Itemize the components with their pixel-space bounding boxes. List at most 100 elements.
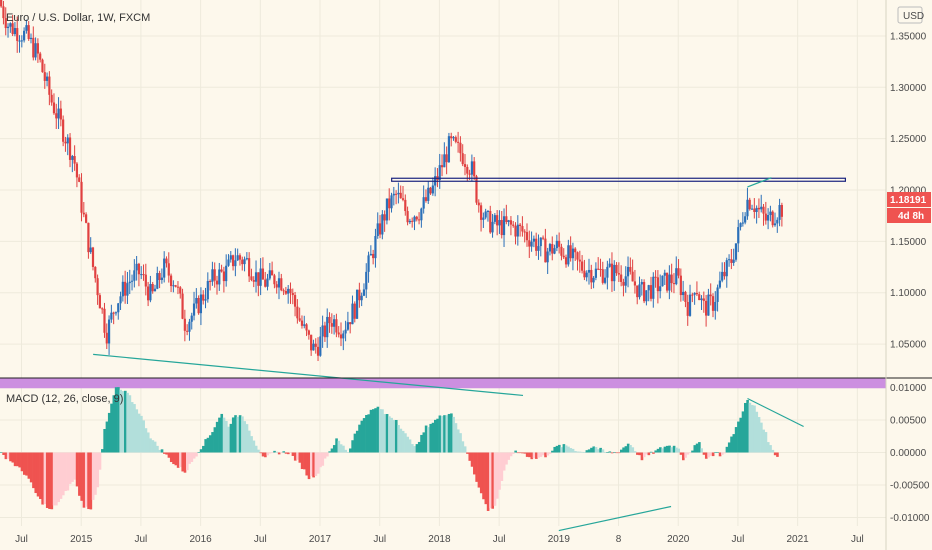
candle-down xyxy=(50,94,53,103)
currency-badge[interactable]: USD xyxy=(897,6,924,24)
macd-bar-positive xyxy=(211,432,214,453)
time-tick-label: Jul xyxy=(15,534,28,545)
macd-bar-positive xyxy=(234,415,237,453)
macd-bar-negative xyxy=(296,452,299,460)
candle-down xyxy=(748,199,751,210)
macd-bar-negative xyxy=(98,452,102,470)
candle-down xyxy=(78,177,81,182)
macd-bar-positive xyxy=(743,402,747,453)
candle-up xyxy=(367,255,370,272)
candle-down xyxy=(169,275,173,287)
macd-bar-positive xyxy=(158,449,162,453)
candle-up xyxy=(71,156,74,160)
macd-bar-positive xyxy=(135,409,139,453)
candle-up xyxy=(199,294,203,314)
candle-up xyxy=(66,137,69,144)
macd-bar-positive xyxy=(114,387,118,453)
candle-down xyxy=(271,270,274,276)
candle-up xyxy=(427,187,430,201)
candle-up xyxy=(532,238,535,242)
macd-bar-negative xyxy=(289,452,292,454)
candle-down xyxy=(186,330,189,332)
candle-up xyxy=(236,255,239,261)
macd-bar-negative xyxy=(41,452,44,505)
macd-trend-line-up xyxy=(558,505,672,532)
macd-bar-negative xyxy=(491,452,495,509)
candle-down xyxy=(512,224,515,226)
candle-down xyxy=(179,287,182,294)
candle-down xyxy=(705,300,708,316)
candle-down xyxy=(574,248,577,253)
candle-up xyxy=(734,243,738,260)
candle-down xyxy=(477,202,480,206)
macd-bar-positive xyxy=(551,450,554,453)
macd-bar-negative xyxy=(59,452,63,499)
candle-down xyxy=(158,273,161,281)
candle-down xyxy=(98,295,101,309)
macd-bar-positive xyxy=(578,451,582,453)
time-tick-label: Jul xyxy=(135,534,148,545)
candle-down xyxy=(275,284,278,288)
candle-down xyxy=(273,275,276,285)
macd-bar-negative xyxy=(57,452,61,503)
macd-bar-positive xyxy=(383,414,387,453)
candle-up xyxy=(9,23,12,27)
candles xyxy=(0,0,783,362)
macd-bar-positive xyxy=(275,451,279,453)
candle-up xyxy=(603,277,607,283)
macd-bar-positive xyxy=(716,452,720,453)
macd-bar-positive xyxy=(252,440,256,453)
candle-down xyxy=(62,119,65,142)
candle-down xyxy=(202,294,205,301)
macd-bar-negative xyxy=(89,452,93,510)
macd-bar-negative xyxy=(468,452,472,461)
macd-bar-negative xyxy=(80,452,83,501)
candle-down xyxy=(300,320,304,326)
candle-down xyxy=(643,282,646,302)
macd-bar-positive xyxy=(238,415,242,453)
macd-tick-label: 0.00500 xyxy=(890,415,927,426)
candle-down xyxy=(32,37,35,58)
macd-bar-negative xyxy=(495,452,499,499)
candle-up xyxy=(624,276,627,286)
candle-up xyxy=(153,288,157,292)
last-price-value: 1.18191 xyxy=(890,195,927,206)
candle-up xyxy=(452,137,455,139)
macd-bar-positive xyxy=(355,430,359,453)
candle-down xyxy=(316,346,320,356)
candle-down xyxy=(2,6,5,19)
macd-bar-positive xyxy=(654,450,658,453)
candle-down xyxy=(654,276,657,278)
candle-down xyxy=(528,240,531,247)
macd-title: MACD (12, 26, close, 9) xyxy=(6,393,123,405)
candle-down xyxy=(702,298,705,301)
candle-up xyxy=(700,298,703,301)
candle-up xyxy=(195,297,198,304)
macd-bar-positive xyxy=(438,415,442,453)
macd-bar-positive xyxy=(415,444,419,453)
macd-bar-negative xyxy=(326,452,329,457)
candle-down xyxy=(330,323,333,327)
macd-bar-positive xyxy=(571,448,575,453)
candle-down xyxy=(617,273,620,275)
price-axis[interactable]: 1.35000 1.30000 1.25000 1.20000 1.15000 1.100… xyxy=(15,31,930,545)
resistance-line xyxy=(391,177,847,182)
candle-down xyxy=(649,285,653,299)
macd-bar-positive xyxy=(130,402,134,453)
macd-bar-positive xyxy=(381,409,384,453)
candle-up xyxy=(431,185,434,194)
macd-bar-positive xyxy=(427,427,430,453)
candle-down xyxy=(544,238,547,263)
candle-up xyxy=(652,276,655,299)
macd-bar-positive xyxy=(569,448,573,453)
candle-down xyxy=(631,271,634,282)
macd-bar-positive xyxy=(204,439,207,453)
macd-bar-negative xyxy=(190,452,194,462)
macd-bar-negative xyxy=(489,452,492,509)
macd-bar-negative xyxy=(312,452,315,478)
candle-down xyxy=(620,274,623,282)
macd-bar-negative xyxy=(484,452,488,505)
candle-down xyxy=(85,214,88,223)
macd-bar-negative xyxy=(525,452,529,457)
